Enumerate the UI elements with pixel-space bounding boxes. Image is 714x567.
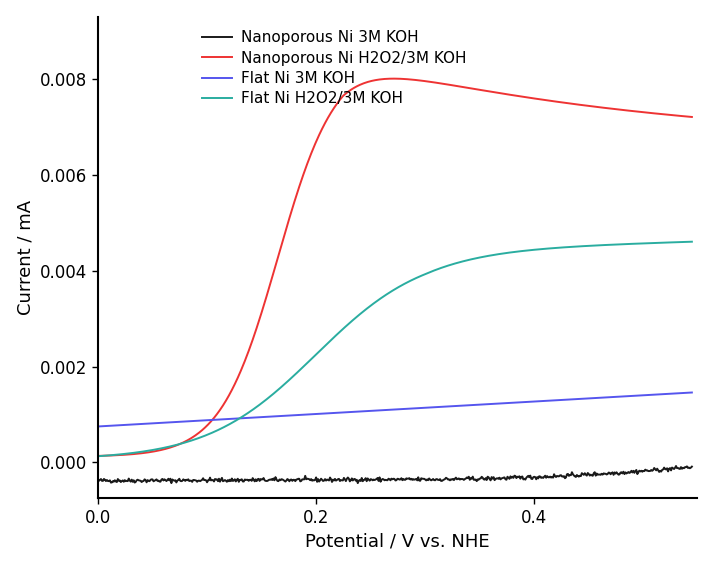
Nanoporous Ni 3M KOH — [542, 475, 550, 481]
Nanoporous Ni H2O2/3M KOH — [491, 89, 500, 96]
X-axis label: Potential / V vs. NHE: Potential / V vs. NHE — [306, 532, 490, 551]
Flat Ni H2O2/3M KOH — [688, 238, 696, 245]
Nanoporous Ni 3M KOH — [167, 480, 176, 486]
Flat Ni H2O2/3M KOH — [443, 262, 452, 269]
Nanoporous Ni 3M KOH — [248, 477, 256, 484]
Flat Ni 3M KOH — [198, 417, 207, 424]
Nanoporous Ni 3M KOH — [688, 463, 696, 470]
Nanoporous Ni H2O2/3M KOH — [688, 113, 696, 120]
Flat Ni 3M KOH — [246, 414, 255, 421]
Nanoporous Ni H2O2/3M KOH — [389, 75, 398, 82]
Nanoporous Ni H2O2/3M KOH — [542, 97, 550, 104]
Line: Nanoporous Ni 3M KOH: Nanoporous Ni 3M KOH — [98, 466, 692, 483]
Flat Ni 3M KOH — [443, 403, 452, 410]
Nanoporous Ni H2O2/3M KOH — [363, 79, 371, 86]
Flat Ni H2O2/3M KOH — [246, 408, 255, 414]
Line: Flat Ni 3M KOH: Flat Ni 3M KOH — [98, 392, 692, 426]
Nanoporous Ni 3M KOH — [491, 476, 500, 483]
Flat Ni H2O2/3M KOH — [541, 246, 550, 252]
Nanoporous Ni 3M KOH — [672, 463, 680, 469]
Flat Ni H2O2/3M KOH — [94, 453, 102, 460]
Flat Ni 3M KOH — [363, 408, 371, 414]
Flat Ni H2O2/3M KOH — [363, 306, 371, 312]
Nanoporous Ni 3M KOH — [94, 477, 102, 484]
Nanoporous Ni H2O2/3M KOH — [445, 81, 453, 88]
Line: Flat Ni H2O2/3M KOH: Flat Ni H2O2/3M KOH — [98, 242, 692, 456]
Nanoporous Ni 3M KOH — [200, 477, 208, 484]
Flat Ni H2O2/3M KOH — [198, 433, 207, 440]
Flat Ni 3M KOH — [94, 423, 102, 430]
Nanoporous Ni H2O2/3M KOH — [198, 426, 207, 433]
Y-axis label: Current / mA: Current / mA — [16, 200, 35, 315]
Line: Nanoporous Ni H2O2/3M KOH: Nanoporous Ni H2O2/3M KOH — [98, 79, 692, 456]
Nanoporous Ni H2O2/3M KOH — [94, 452, 102, 459]
Flat Ni H2O2/3M KOH — [491, 251, 499, 258]
Flat Ni 3M KOH — [688, 389, 696, 396]
Flat Ni 3M KOH — [541, 397, 550, 404]
Nanoporous Ni 3M KOH — [363, 475, 372, 482]
Flat Ni 3M KOH — [491, 400, 499, 407]
Nanoporous Ni 3M KOH — [445, 476, 453, 483]
Nanoporous Ni H2O2/3M KOH — [246, 342, 255, 349]
Legend: Nanoporous Ni 3M KOH, Nanoporous Ni H2O2/3M KOH, Flat Ni 3M KOH, Flat Ni H2O2/3M: Nanoporous Ni 3M KOH, Nanoporous Ni H2O2… — [196, 24, 473, 113]
